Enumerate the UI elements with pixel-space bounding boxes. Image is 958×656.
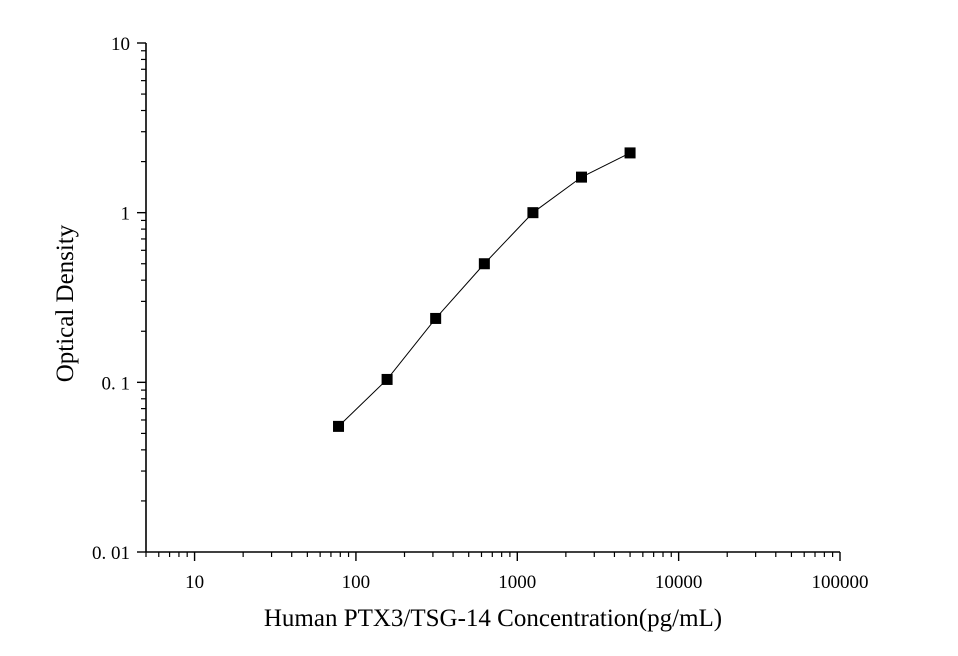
x-tick-label: 100	[342, 572, 371, 593]
data-point-marker	[478, 258, 490, 270]
major-ticks	[137, 42, 841, 561]
y-axis-title: Optical Density	[52, 224, 79, 382]
data-point-marker	[575, 171, 587, 183]
x-tick-label: 10000	[655, 572, 703, 593]
chart-axes	[145, 43, 840, 553]
y-tick-label: 0. 01	[92, 543, 130, 564]
x-axis-title: Human PTX3/TSG-14 Concentration(pg/mL)	[264, 605, 722, 632]
data-point-marker	[333, 420, 345, 432]
x-tick-label: 100000	[812, 572, 869, 593]
data-point-marker	[381, 373, 393, 385]
minor-ticks	[141, 50, 834, 557]
data-point-marker	[527, 207, 539, 219]
x-tick-label: 1000	[498, 572, 536, 593]
plot-series	[333, 147, 636, 432]
data-point-marker	[624, 147, 636, 159]
tick-labels: 10 100 1000 10000 100000 0. 01 0. 1 1 10	[92, 34, 869, 593]
x-tick-label: 10	[185, 572, 204, 593]
y-tick-label: 1	[121, 204, 131, 225]
y-tick-label: 0. 1	[102, 373, 131, 394]
data-point-marker	[430, 312, 442, 324]
y-tick-label: 10	[111, 34, 130, 55]
series-line	[338, 152, 631, 427]
